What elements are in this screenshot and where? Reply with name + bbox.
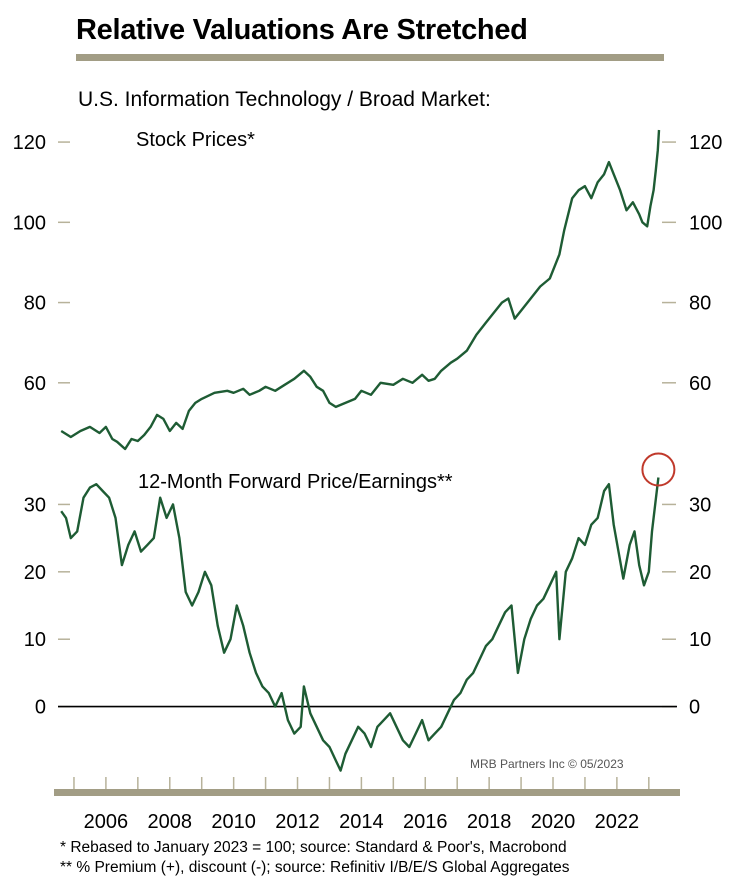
footnote-forward-pe: ** % Premium (+), discount (-); source: … [60, 859, 570, 876]
title-rule [76, 54, 664, 61]
stock-prices-panel: Stock Prices* 60 60 80 80 100 100 120 120 [13, 129, 722, 451]
x-tick-label: 2008 [148, 811, 193, 830]
y-tick-label-right: 20 [689, 562, 711, 584]
x-tick-label: 2016 [403, 811, 448, 830]
y-tick-label-left: 120 [13, 132, 46, 154]
chart-subtitle: U.S. Information Technology / Broad Mark… [78, 88, 491, 111]
x-tick-label: 2010 [211, 811, 256, 830]
stock-prices-title: Stock Prices* [136, 129, 255, 151]
latest-value-highlight [641, 452, 676, 487]
chart-title: Relative Valuations Are Stretched [76, 14, 528, 46]
y-tick-label-right: 100 [689, 212, 722, 234]
footnote-stock-prices: * Rebased to January 2023 = 100; source:… [60, 839, 567, 856]
y-tick-label-left: 60 [24, 373, 46, 395]
x-tick-label: 2006 [84, 811, 129, 830]
y-tick-label-left: 20 [24, 562, 46, 584]
y-tick-label-right: 0 [689, 697, 700, 719]
y-tick-label-left: 0 [35, 697, 46, 719]
x-tick-label: 2018 [467, 811, 512, 830]
forward-pe-panel: 12-Month Forward Price/Earnings** 0 0 10 10… [24, 452, 711, 772]
x-axis: 2006 2008 2010 2012 2014 2016 2018 2020 2022 [54, 777, 680, 830]
y-tick-label-left: 100 [13, 212, 46, 234]
y-tick-label-right: 10 [689, 629, 711, 651]
y-tick-label-left: 10 [24, 629, 46, 651]
x-tick-label: 2020 [531, 811, 576, 830]
y-tick-label-right: 80 [689, 293, 711, 315]
stock-prices-line [60, 129, 661, 451]
footnotes: * Rebased to January 2023 = 100; source:… [60, 838, 570, 878]
x-tick-label: 2012 [275, 811, 320, 830]
forward-pe-line [60, 477, 660, 772]
y-tick-label-right: 30 [689, 494, 711, 516]
y-tick-label-left: 30 [24, 494, 46, 516]
credit-label: MRB Partners Inc © 05/2023 [470, 757, 624, 771]
x-tick-label: 2014 [339, 811, 384, 830]
forward-pe-title: 12-Month Forward Price/Earnings** [138, 471, 453, 493]
y-tick-label-left: 80 [24, 293, 46, 315]
y-tick-label-right: 60 [689, 373, 711, 395]
x-tick-label: 2022 [595, 811, 640, 830]
x-axis-bar [54, 789, 680, 796]
y-tick-label-right: 120 [689, 132, 722, 154]
